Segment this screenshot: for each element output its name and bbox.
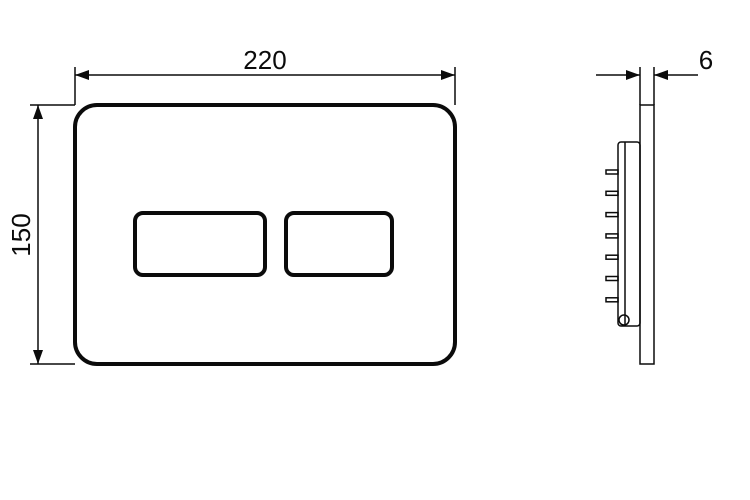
flush-button-left	[135, 213, 265, 275]
connector-pin	[606, 213, 618, 217]
dim-label-height: 150	[6, 213, 36, 256]
dim-arrowhead	[654, 70, 668, 80]
dim-arrowhead	[441, 70, 455, 80]
dim-arrowhead	[33, 350, 43, 364]
dim-arrowhead	[33, 105, 43, 119]
dim-label-width: 220	[243, 45, 286, 75]
dim-arrowhead	[626, 70, 640, 80]
side-plate	[640, 105, 654, 364]
connector-pin	[606, 234, 618, 238]
side-knob	[619, 315, 629, 325]
connector-pin	[606, 170, 618, 174]
flush-button-right	[286, 213, 392, 275]
connector-pin	[606, 277, 618, 281]
dim-label-depth: 6	[699, 45, 713, 75]
connector-pin	[606, 191, 618, 195]
dim-arrowhead	[75, 70, 89, 80]
connector-pin	[606, 255, 618, 259]
connector-pin	[606, 298, 618, 302]
side-body	[618, 142, 640, 326]
